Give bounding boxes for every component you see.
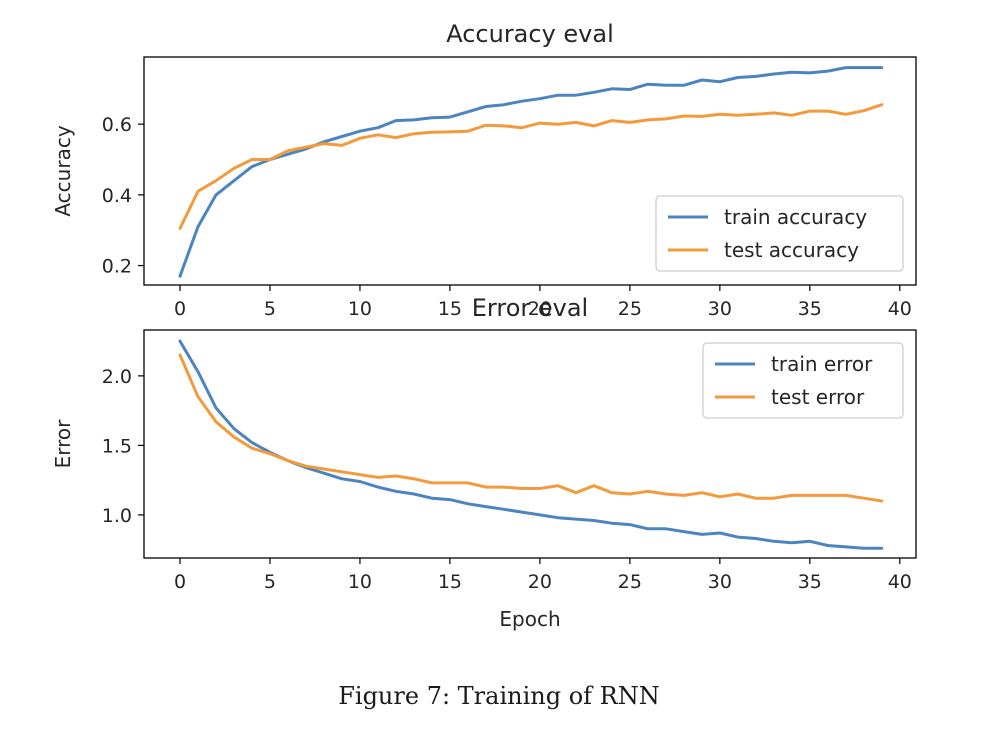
y-tick-label: 0.2	[102, 256, 132, 278]
x-tick-label: 25	[618, 298, 642, 320]
x-tick-label: 15	[438, 298, 462, 320]
legend: train error test error	[702, 342, 904, 419]
x-tick-label: 40	[888, 298, 912, 320]
legend-box	[655, 195, 904, 272]
y-axis-label: Error	[51, 419, 75, 469]
legend-label: test error	[771, 385, 865, 409]
series-line-test-accuracy	[178, 103, 884, 230]
series-line-train-accuracy	[178, 66, 884, 278]
x-tick-label: 20	[528, 571, 552, 593]
x-tick-label: 35	[798, 298, 822, 320]
legend-label: train error	[771, 352, 873, 376]
y-tick-label: 0.4	[102, 185, 132, 207]
chart-title: Error eval	[472, 294, 588, 322]
x-tick-label: 20	[528, 298, 552, 320]
y-tick-label: 1.5	[102, 435, 132, 457]
x-tick-label: 0	[174, 298, 186, 320]
x-tick-label: 30	[708, 571, 732, 593]
chart-error: 0 5 10 15 20 25 30 35 40 1.0 1.5 2.0 Error Epoch train…	[51, 329, 917, 631]
x-tick-label: 40	[888, 571, 912, 593]
y-tick-label: 1.0	[102, 505, 132, 527]
chart-title: Accuracy eval	[446, 20, 614, 48]
legend-label: test accuracy	[724, 238, 859, 262]
training-figure: 0 5 10 15 20 25 30 35 40 0.2 0.4 0.6 Accuracy train a…	[51, 20, 917, 631]
x-tick-label: 25	[618, 571, 642, 593]
x-tick-label: 0	[174, 571, 186, 593]
x-tick-label: 5	[264, 571, 276, 593]
y-tick-label: 2.0	[102, 366, 132, 388]
x-tick-label: 15	[438, 571, 462, 593]
series-line-test-error	[178, 353, 884, 503]
x-axis-label: Epoch	[499, 607, 560, 631]
x-tick-label: 5	[264, 298, 276, 320]
x-tick-label: 35	[798, 571, 822, 593]
legend: train accuracy test accuracy	[655, 195, 904, 272]
x-tick-label: 10	[348, 571, 372, 593]
legend-box	[702, 342, 904, 419]
x-tick-label: 30	[708, 298, 732, 320]
chart-accuracy: 0 5 10 15 20 25 30 35 40 0.2 0.4 0.6 Accuracy train a…	[51, 56, 917, 320]
figure-caption: Figure 7: Training of RNN	[338, 682, 660, 710]
legend-label: train accuracy	[724, 205, 867, 229]
y-tick-label: 0.6	[102, 114, 132, 136]
y-axis-label: Accuracy	[51, 125, 75, 216]
x-tick-label: 10	[348, 298, 372, 320]
